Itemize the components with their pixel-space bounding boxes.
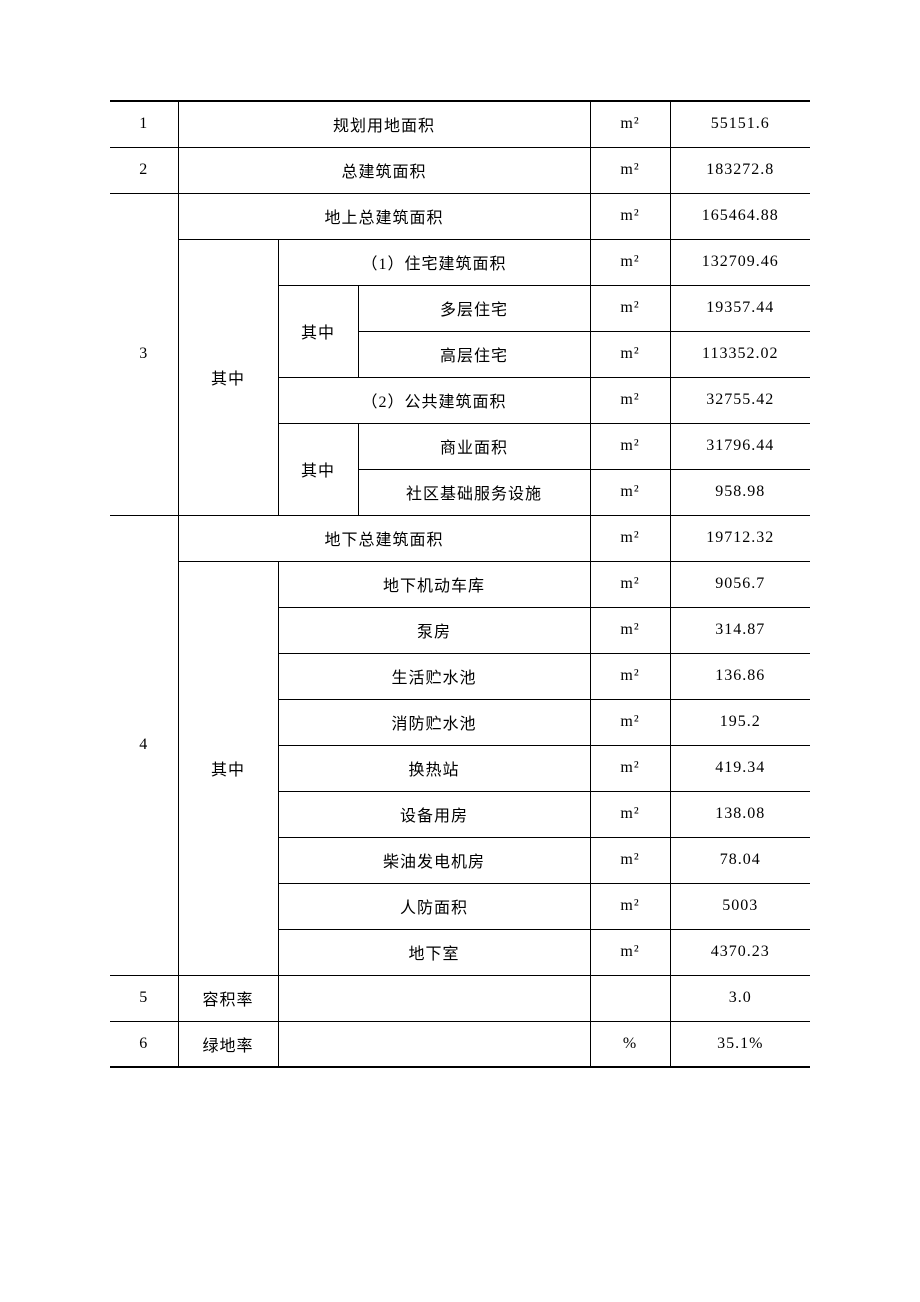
row-label: 商业面积 [358, 423, 590, 469]
row-label: 规划用地面积 [178, 101, 590, 147]
row-value: 165464.88 [670, 193, 810, 239]
row-label-spacer [278, 975, 590, 1021]
row-label: 容积率 [178, 975, 278, 1021]
row-unit: m² [590, 837, 670, 883]
row-value: 3.0 [670, 975, 810, 1021]
row-value: 132709.46 [670, 239, 810, 285]
row-unit [590, 975, 670, 1021]
construction-metrics-table: 1 规划用地面积 m² 55151.6 2 总建筑面积 m² 183272.8 … [110, 100, 810, 1068]
sub-group-label: 其中 [178, 561, 278, 975]
row-unit: m² [590, 653, 670, 699]
row-value: 183272.8 [670, 147, 810, 193]
row-unit: m² [590, 331, 670, 377]
row-unit: % [590, 1021, 670, 1067]
row-value: 19357.44 [670, 285, 810, 331]
row-unit: m² [590, 515, 670, 561]
row-unit: m² [590, 929, 670, 975]
row-label: 地下总建筑面积 [178, 515, 590, 561]
row-unit: m² [590, 607, 670, 653]
row-unit: m² [590, 147, 670, 193]
row-label: 生活贮水池 [278, 653, 590, 699]
row-unit: m² [590, 791, 670, 837]
row-value: 5003 [670, 883, 810, 929]
row-label-spacer [278, 1021, 590, 1067]
row-unit: m² [590, 377, 670, 423]
row-number: 1 [110, 101, 178, 147]
row-label: 多层住宅 [358, 285, 590, 331]
row-label: 柴油发电机房 [278, 837, 590, 883]
row-number: 2 [110, 147, 178, 193]
row-label: 地上总建筑面积 [178, 193, 590, 239]
row-label: 绿地率 [178, 1021, 278, 1067]
row-label: 泵房 [278, 607, 590, 653]
row-label: 地下室 [278, 929, 590, 975]
row-value: 314.87 [670, 607, 810, 653]
row-label: 人防面积 [278, 883, 590, 929]
table-row: 5 容积率 3.0 [110, 975, 810, 1021]
row-unit: m² [590, 423, 670, 469]
table-row: 2 总建筑面积 m² 183272.8 [110, 147, 810, 193]
table-row: 其中 （1）住宅建筑面积 m² 132709.46 [110, 239, 810, 285]
row-value: 32755.42 [670, 377, 810, 423]
row-label: （2）公共建筑面积 [278, 377, 590, 423]
row-unit: m² [590, 561, 670, 607]
row-label: 设备用房 [278, 791, 590, 837]
sub-group-label: 其中 [278, 423, 358, 515]
row-unit: m² [590, 239, 670, 285]
row-value: 195.2 [670, 699, 810, 745]
row-label: （1）住宅建筑面积 [278, 239, 590, 285]
row-unit: m² [590, 469, 670, 515]
row-unit: m² [590, 699, 670, 745]
row-value: 138.08 [670, 791, 810, 837]
table-row: 6 绿地率 % 35.1% [110, 1021, 810, 1067]
table-row: 1 规划用地面积 m² 55151.6 [110, 101, 810, 147]
row-label: 社区基础服务设施 [358, 469, 590, 515]
row-label: 消防贮水池 [278, 699, 590, 745]
row-number: 6 [110, 1021, 178, 1067]
sub-group-label: 其中 [278, 285, 358, 377]
row-label: 地下机动车库 [278, 561, 590, 607]
row-value: 35.1% [670, 1021, 810, 1067]
row-unit: m² [590, 101, 670, 147]
row-number: 5 [110, 975, 178, 1021]
row-value: 9056.7 [670, 561, 810, 607]
sub-group-label: 其中 [178, 239, 278, 515]
row-label: 总建筑面积 [178, 147, 590, 193]
row-value: 419.34 [670, 745, 810, 791]
row-value: 19712.32 [670, 515, 810, 561]
row-value: 113352.02 [670, 331, 810, 377]
row-label: 高层住宅 [358, 331, 590, 377]
row-unit: m² [590, 745, 670, 791]
table-row: 其中 地下机动车库 m² 9056.7 [110, 561, 810, 607]
row-value: 31796.44 [670, 423, 810, 469]
row-value: 4370.23 [670, 929, 810, 975]
row-number: 4 [110, 515, 178, 975]
row-unit: m² [590, 285, 670, 331]
row-label: 换热站 [278, 745, 590, 791]
row-unit: m² [590, 883, 670, 929]
row-value: 136.86 [670, 653, 810, 699]
row-value: 958.98 [670, 469, 810, 515]
row-number: 3 [110, 193, 178, 515]
row-unit: m² [590, 193, 670, 239]
row-value: 55151.6 [670, 101, 810, 147]
row-value: 78.04 [670, 837, 810, 883]
table-row: 3 地上总建筑面积 m² 165464.88 [110, 193, 810, 239]
table-row: 4 地下总建筑面积 m² 19712.32 [110, 515, 810, 561]
